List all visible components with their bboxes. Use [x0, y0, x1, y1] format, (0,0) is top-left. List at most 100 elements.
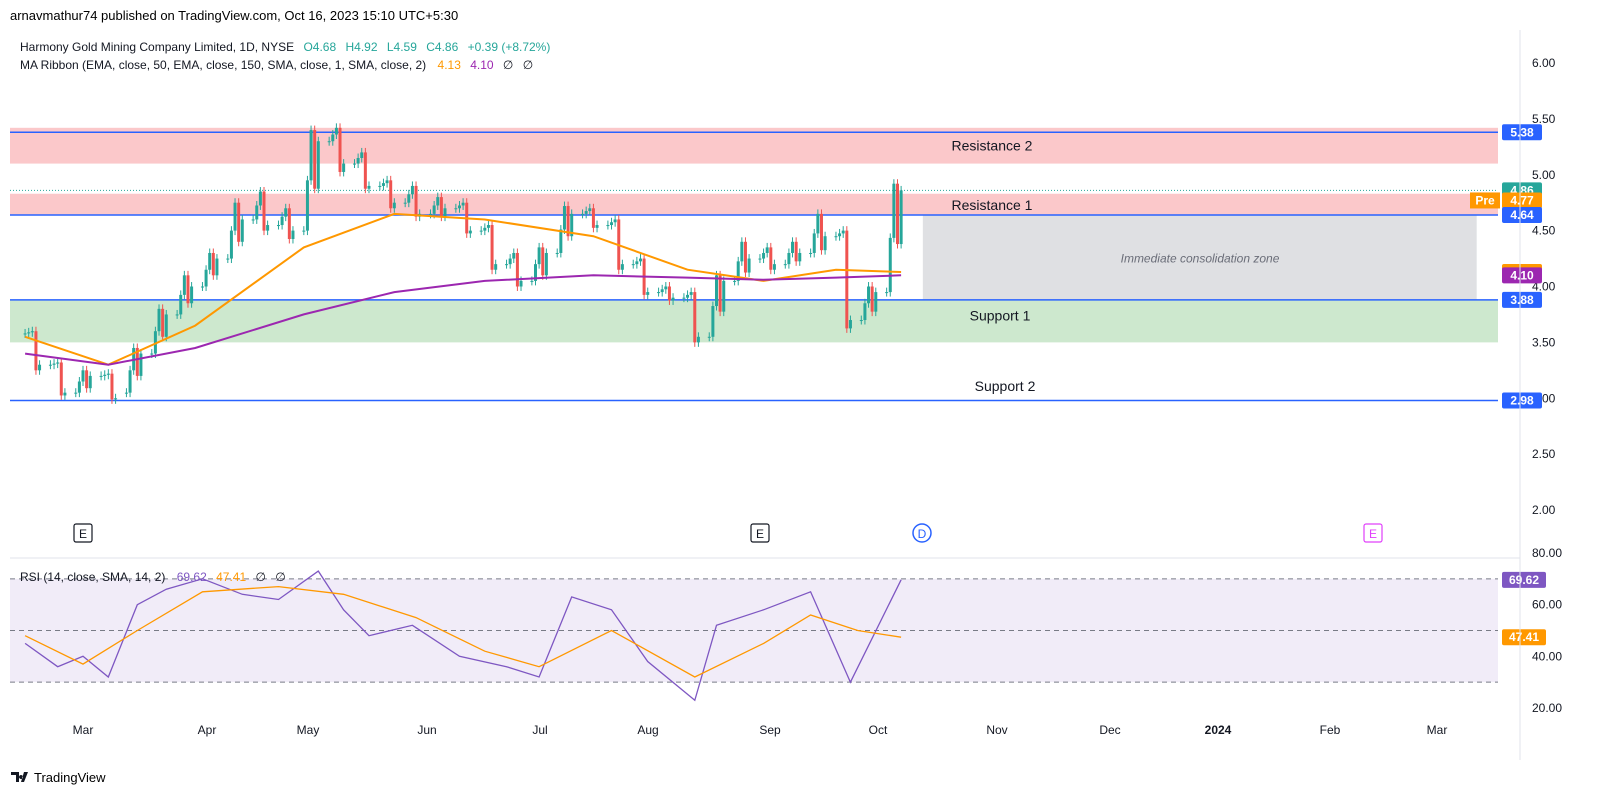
earnings-marker[interactable]: E	[750, 523, 770, 543]
rsi-value-4: ∅	[275, 570, 285, 584]
candle-body	[707, 336, 711, 338]
ema-150-line[interactable]	[24, 274, 902, 366]
rsi-tick-label: 20.00	[1532, 701, 1562, 715]
candle-body	[81, 370, 85, 382]
price-axis-badge: 5.38	[1502, 124, 1542, 141]
rsi-line[interactable]	[24, 570, 902, 702]
candle-body	[88, 375, 92, 389]
candle-body	[512, 252, 516, 259]
time-tick-label: Nov	[986, 723, 1007, 737]
rsi-info: RSI (14, close, SMA, 14, 2) 69.62 47.41 …	[20, 570, 286, 584]
symbol-info: Harmony Gold Mining Company Limited, 1D,…	[20, 40, 550, 54]
candle-body	[772, 264, 776, 270]
candle-body	[859, 320, 863, 322]
candle-body	[237, 202, 241, 242]
consolidation-zone[interactable]	[922, 214, 1477, 300]
candle-body	[266, 225, 270, 231]
candle-body	[280, 216, 284, 226]
pre-market-badge	[1470, 192, 1500, 209]
time-tick-label: Sep	[759, 723, 781, 737]
candle-body	[841, 230, 845, 234]
time-axis[interactable]: Mar Apr May Jun Jul Aug Sep Oct Nov Dec 2024 Feb Mar	[73, 723, 1448, 737]
candle-body	[722, 280, 726, 312]
candle-body	[204, 269, 208, 287]
open-value: O4.68	[303, 40, 336, 54]
price-pane[interactable]: 2.002.503.003.504.004.505.005.506.00Resi…	[10, 56, 1556, 543]
candle-body	[179, 294, 183, 315]
candle-body	[251, 219, 255, 221]
candle-body	[483, 227, 487, 231]
candle-body	[410, 185, 414, 195]
candle-body	[711, 306, 715, 337]
candle-body	[276, 225, 280, 227]
high-value: H4.92	[346, 40, 378, 54]
candle-body	[175, 314, 179, 316]
candle-body	[896, 183, 899, 245]
candle-body	[436, 197, 440, 206]
candle-body	[892, 183, 896, 238]
candle-body	[888, 237, 892, 293]
ema-50-line[interactable]	[24, 212, 902, 366]
price-tick-label: 4.50	[1532, 224, 1556, 238]
candle-body	[356, 157, 360, 164]
close-value: C4.86	[426, 40, 458, 54]
candle-body	[23, 333, 27, 335]
candle-body	[682, 297, 686, 299]
earnings-marker-box	[73, 523, 93, 543]
candle-body	[657, 292, 661, 294]
candle-body	[291, 230, 295, 240]
candle-body	[439, 197, 443, 217]
candle-body	[164, 314, 168, 337]
rsi-badge-bg	[1502, 629, 1546, 646]
rsi-tick-label: 60.00	[1532, 598, 1562, 612]
tradingview-logo[interactable]: TradingView	[11, 770, 106, 785]
tradingview-logo-icon	[11, 772, 28, 782]
time-tick-label: Mar	[73, 723, 94, 737]
dividend-marker[interactable]: D	[912, 523, 932, 543]
candle-body	[715, 275, 718, 307]
candle-body	[693, 292, 697, 343]
price-badge-bg	[1502, 267, 1542, 284]
candles	[23, 123, 903, 404]
candle-body	[747, 258, 751, 273]
rsi-ma-line[interactable]	[24, 585, 902, 678]
candle-body	[631, 264, 635, 266]
candle-body	[200, 286, 204, 288]
candle-body	[812, 233, 816, 253]
candle-body	[769, 247, 773, 270]
candle-body	[353, 163, 356, 165]
candle-body	[638, 258, 642, 262]
candle-body	[874, 292, 878, 312]
earnings-marker[interactable]: E	[1363, 523, 1383, 543]
ma-ribbon-info: MA Ribbon (EMA, close, 50, EMA, close, 1…	[20, 58, 533, 72]
candle-body	[186, 275, 190, 304]
rsi-pane[interactable]: 20.00 40.00 60.00 80.00 69.62 47.41	[10, 546, 1562, 715]
price-badge-bg	[1502, 291, 1542, 308]
candle-body	[215, 258, 219, 276]
resistance-1-zone[interactable]	[10, 193, 1498, 215]
dividend-marker-circle	[912, 523, 932, 543]
ma-value-4: ∅	[523, 58, 533, 72]
candle-body	[363, 152, 367, 189]
candle-body	[262, 191, 266, 231]
earnings-marker[interactable]: E	[73, 523, 93, 543]
candle-body	[816, 213, 820, 234]
candle-body	[211, 252, 215, 276]
candle-body	[885, 292, 889, 294]
rsi-badge-text: 47.41	[1509, 630, 1539, 644]
candle-body	[287, 208, 291, 240]
candle-body	[798, 252, 802, 262]
candle-body	[848, 320, 852, 329]
candle-body	[258, 191, 262, 206]
candle-body	[302, 230, 306, 232]
candle-body	[327, 141, 331, 143]
ma-ribbon-label: MA Ribbon (EMA, close, 50, EMA, close, 1…	[20, 58, 426, 72]
candle-body	[581, 213, 585, 215]
resistance-2-zone[interactable]	[10, 127, 1498, 164]
event-marker-letter: E	[1369, 527, 1377, 541]
candle-body	[63, 392, 67, 396]
candle-body	[161, 308, 165, 337]
candle-body	[555, 252, 559, 254]
support-1-zone[interactable]	[10, 299, 1498, 343]
support-1-label: Support 1	[970, 308, 1031, 324]
